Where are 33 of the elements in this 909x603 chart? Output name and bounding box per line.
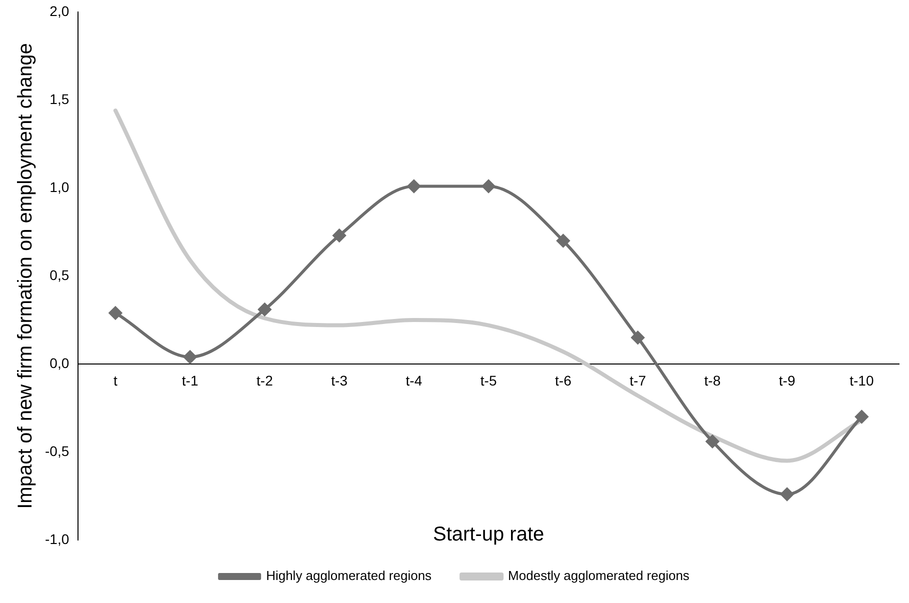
point: [706, 434, 719, 448]
point: [108, 306, 122, 320]
x-tick-label: t-9: [778, 372, 796, 388]
point: [855, 410, 868, 424]
x-tick-label: t: [113, 372, 118, 388]
x-tick-label: t-2: [256, 372, 274, 388]
y-tick-label: 1,0: [50, 178, 70, 195]
point: [780, 488, 794, 501]
x-tick-label: t-3: [331, 372, 348, 388]
legend-label: Modestly agglomerated regions: [508, 568, 690, 584]
x-tick-label: t-1: [182, 372, 198, 388]
y-tick-label: 0,5: [50, 266, 70, 283]
y-axis-title: Impact of new firm formation on employment change: [14, 43, 37, 509]
x-tick-label: t-8: [704, 372, 721, 388]
point: [258, 302, 272, 316]
y-tick-label: -1,0: [45, 530, 70, 547]
y-tick-label: 2,0: [50, 2, 70, 19]
legend-label: Highly agglomerated regions: [266, 568, 432, 584]
x-axis-title: Start-up rate: [432, 523, 544, 546]
y-tick-label: 1,5: [50, 90, 70, 107]
y-tick-label: 0,0: [50, 354, 70, 371]
point: [332, 229, 346, 242]
point: [556, 234, 570, 248]
point: [482, 180, 496, 193]
point: [184, 350, 197, 364]
x-tick-label: t-5: [480, 372, 497, 388]
point: [407, 180, 420, 193]
y-tick-label: -0,5: [45, 442, 70, 459]
x-tick-label: t-6: [555, 372, 572, 388]
x-tick-label: t-10: [850, 372, 874, 388]
x-tick-label: t-7: [630, 372, 646, 388]
point: [631, 331, 644, 344]
x-tick-label: t-4: [406, 372, 422, 388]
